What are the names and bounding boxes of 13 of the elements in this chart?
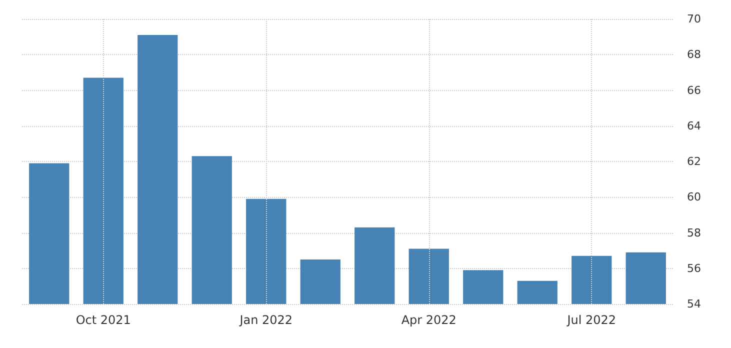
y-tick-label: 70 (687, 12, 701, 26)
y-tick-label: 62 (687, 155, 701, 168)
y-tick-label: 56 (687, 262, 701, 275)
x-tick-label: Apr 2022 (401, 313, 456, 327)
y-tick-label: 58 (687, 226, 701, 240)
y-tick-label: 54 (687, 298, 701, 310)
y-tick-label: 64 (687, 119, 701, 132)
x-tick-label: Jan 2022 (238, 313, 293, 327)
y-tick-label: 60 (687, 190, 701, 204)
y-tick-label: 68 (687, 48, 701, 62)
x-tick-label: Jul 2022 (566, 313, 616, 327)
x-tick-label: Oct 2021 (76, 313, 131, 327)
y-tick-label: 66 (687, 84, 701, 97)
